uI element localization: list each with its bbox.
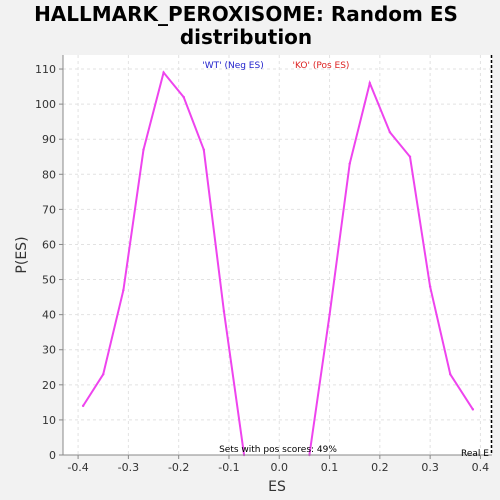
y-tick-label: 0	[49, 449, 56, 462]
y-tick-label: 80	[42, 168, 56, 181]
x-tick-label: -0.3	[118, 461, 139, 474]
data-point	[102, 373, 104, 375]
data-point	[82, 405, 84, 407]
y-tick-label: 70	[42, 203, 56, 216]
y-tick-label: 110	[35, 63, 56, 76]
x-tick-label: 0.0	[271, 461, 289, 474]
data-point	[162, 71, 164, 73]
y-tick-label: 40	[42, 309, 56, 322]
data-point	[389, 131, 391, 133]
legend-wt: 'WT' (Neg ES)	[202, 61, 263, 71]
data-point	[223, 310, 225, 312]
y-tick-label: 50	[42, 274, 56, 287]
x-tick-label: -0.4	[67, 461, 88, 474]
chart-title-line-2: distribution	[180, 25, 312, 49]
data-point	[122, 289, 124, 291]
data-point	[203, 149, 205, 151]
y-axis-label: P(ES)	[14, 236, 30, 273]
y-tick-label: 100	[35, 98, 56, 111]
x-ticks: -0.4 -0.3 -0.2 -0.1 0.0 0.1 0.2 0.3 0.4	[67, 455, 489, 474]
data-point	[142, 149, 144, 151]
y-ticks: 0 10 20 30 40 50 60 70 80 90 100 110	[35, 63, 63, 462]
real-es-label: Real E	[461, 449, 489, 459]
data-point	[369, 82, 371, 84]
data-point	[348, 163, 350, 165]
pos-score-annotation: Sets with pos scores: 49%	[219, 445, 337, 455]
plot-area	[63, 55, 492, 455]
chart-title-line-1: HALLMARK_PEROXISOME: Random ES	[34, 2, 458, 26]
y-tick-label: 30	[42, 344, 56, 357]
y-tick-label: 60	[42, 238, 56, 251]
x-tick-label: 0.3	[421, 461, 439, 474]
x-tick-label: 0.1	[321, 461, 339, 474]
y-tick-label: 10	[42, 414, 56, 427]
x-axis-label: ES	[268, 479, 286, 495]
data-point	[328, 313, 330, 315]
y-tick-label: 90	[42, 133, 56, 146]
data-point	[449, 373, 451, 375]
data-point	[409, 156, 411, 158]
data-point	[472, 408, 474, 410]
legend-ko: 'KO' (Pos ES)	[293, 61, 350, 71]
data-point	[429, 285, 431, 287]
data-point	[183, 96, 185, 98]
x-tick-label: -0.1	[218, 461, 239, 474]
x-tick-label: 0.2	[371, 461, 389, 474]
y-tick-label: 20	[42, 379, 56, 392]
x-tick-label: -0.2	[168, 461, 189, 474]
x-tick-label: 0.4	[472, 461, 490, 474]
